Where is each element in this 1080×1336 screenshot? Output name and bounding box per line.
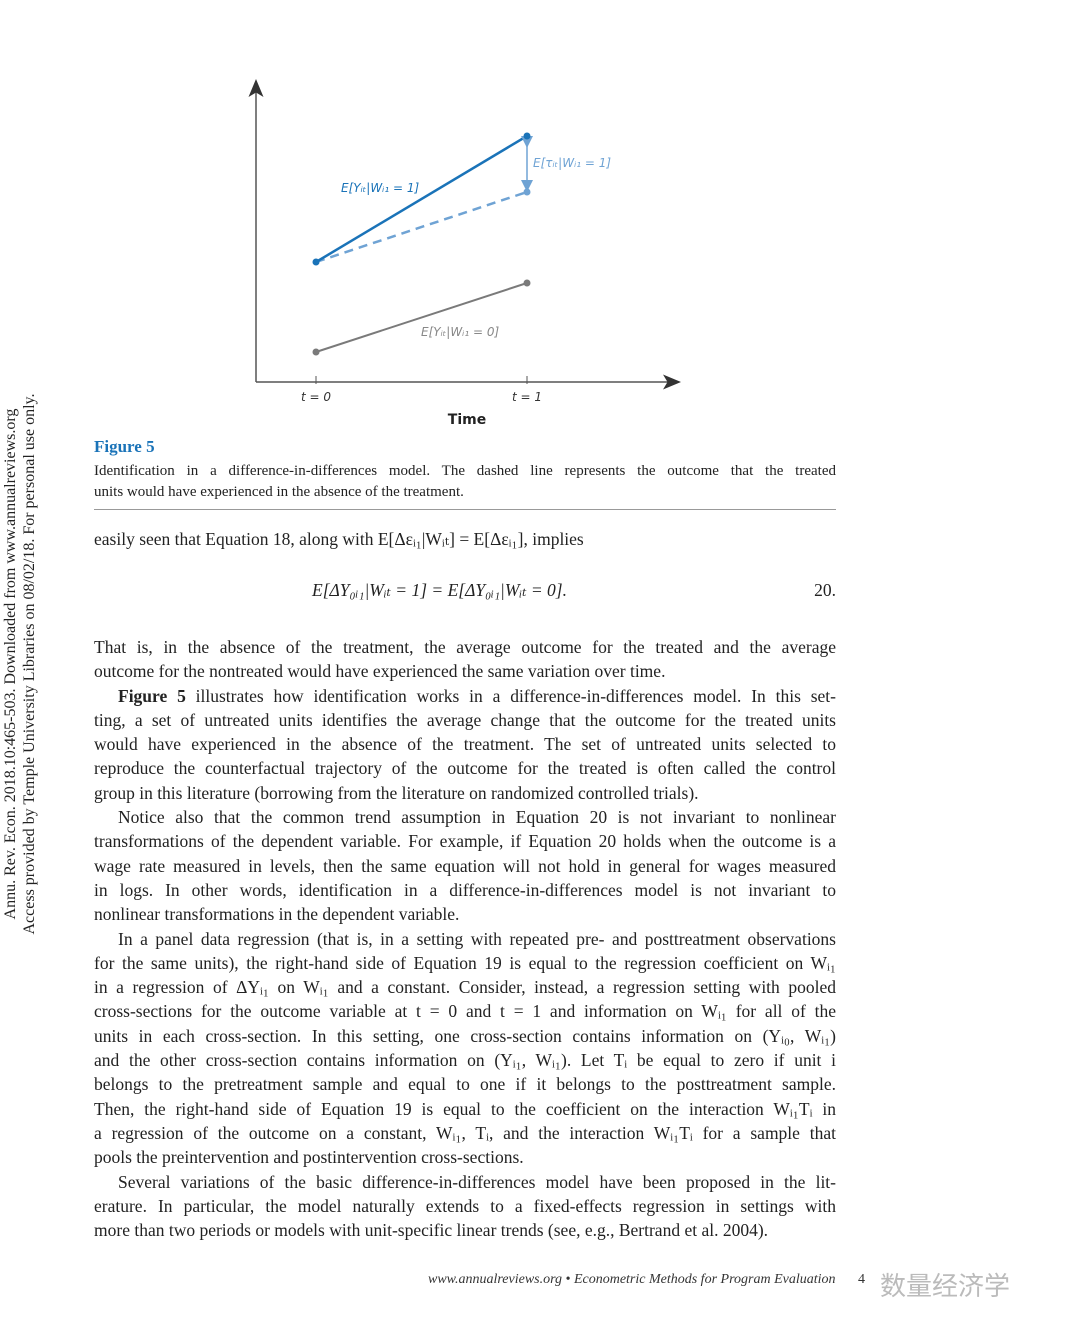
equation-formula: E[ΔY₀ᵢ₁|Wᵢₜ = 1] = E[ΔY₀ᵢ₁|Wᵢₜ = 0]. xyxy=(312,580,567,600)
text-line: and the other cross-section contains inf… xyxy=(94,1050,836,1071)
paragraph: In a panel data regression (that is, in … xyxy=(94,927,836,1170)
treated-line xyxy=(315,134,528,264)
text-line: for the same units), the right-hand side… xyxy=(94,952,836,973)
caption-line: units would have experienced in the abse… xyxy=(94,484,464,500)
text-line: In a panel data regression (that is, in … xyxy=(118,928,836,949)
text-line: a regression of the outcome on a constan… xyxy=(94,1122,836,1143)
download-notice-line2: Access provided by Temple University Lib… xyxy=(21,393,38,935)
text-line: outcome for the nontreated would have ex… xyxy=(94,661,666,682)
text-line: That is, in the absence of the treatment… xyxy=(94,637,836,657)
paragraph: Figure 5 illustrates how identification … xyxy=(94,684,836,805)
paragraph: Notice also that the common trend assump… xyxy=(94,805,836,926)
control-label: E[Yᵢₜ|Wᵢ₁ = 0] xyxy=(421,325,499,339)
text-line: Figure 5 illustrates how identification … xyxy=(94,684,836,708)
intro-line: easily seen that Equation 18, along with… xyxy=(94,527,836,551)
figure-reference[interactable]: Figure 5 xyxy=(118,685,186,706)
text-line: group in this literature (borrowing from… xyxy=(94,782,699,803)
body-text: That is, in the absence of the treatment… xyxy=(94,635,836,1242)
tick-label-t0: t = 0 xyxy=(301,390,331,404)
text-span: illustrates how identification works in … xyxy=(185,685,836,706)
counterfactual-point-t1 xyxy=(523,188,531,196)
tick-label-t1: t = 1 xyxy=(512,390,542,404)
text-line: reproduce the counterfactual trajectory … xyxy=(94,758,836,779)
text-line: easily seen that Equation 18, along with… xyxy=(94,529,584,549)
text-line: belongs to the pretreatment sample and e… xyxy=(94,1074,836,1095)
effect-label: E[τᵢₜ|Wᵢ₁ = 1] xyxy=(533,156,611,170)
x-axis-label: Time xyxy=(448,412,486,428)
text-line: ting, a set of untreated units identifie… xyxy=(94,709,836,730)
text-line: in logs. In other words, identification … xyxy=(94,879,836,900)
text-line: pools the preintervention and postinterv… xyxy=(94,1147,524,1168)
caption-line: Identification in a difference-in-differ… xyxy=(94,463,836,479)
text-line: cross-sections for the outcome variable … xyxy=(94,1001,836,1022)
treated-point-t1 xyxy=(523,132,531,140)
text-line: units in each cross-section. In this set… xyxy=(94,1025,836,1046)
figure-label: Figure 5 xyxy=(94,437,155,456)
paragraph: That is, in the absence of the treatment… xyxy=(94,635,836,684)
page-number: 4 xyxy=(858,1272,865,1287)
control-point-t0 xyxy=(312,348,320,356)
did-figure: t = 0 t = 1 Time E[Yᵢₜ|Wᵢ₁ = 1] E[τᵢₜ|Wᵢ… xyxy=(248,79,681,428)
text-line: more than two periods or models with uni… xyxy=(94,1220,769,1241)
figure-caption: Identification in a difference-in-differ… xyxy=(94,461,836,510)
text-line: in a regression of ΔYᵢ₁ on Wᵢ₁ and a con… xyxy=(94,977,836,998)
control-line xyxy=(315,282,528,353)
text-line: Then, the right-hand side of Equation 19… xyxy=(94,1098,836,1119)
download-notice: Annu. Rev. Econ. 2018.10:465-503. Downlo… xyxy=(1,384,39,944)
paragraph: Several variations of the basic differen… xyxy=(94,1170,836,1243)
equation-number: 20. xyxy=(814,580,836,600)
watermark: 数量经济学 xyxy=(880,1272,1011,1302)
text-line: erature. In particular, the model natura… xyxy=(94,1195,836,1216)
treated-label: E[Yᵢₜ|Wᵢ₁ = 1] xyxy=(341,181,419,195)
counterfactual-line xyxy=(315,190,528,264)
control-point-t1 xyxy=(523,279,531,287)
text-line: nonlinear transformations in the depende… xyxy=(94,904,460,925)
text-line: transformations of the dependent variabl… xyxy=(94,831,836,852)
treated-point-t0 xyxy=(312,258,320,266)
text-line: would have experienced in the absence of… xyxy=(94,734,836,755)
text-line: wage rate measured in levels, then the s… xyxy=(94,855,836,876)
text-line: Several variations of the basic differen… xyxy=(118,1171,836,1192)
running-footer: www.annualreviews.org • Econometric Meth… xyxy=(428,1272,836,1287)
text-line: Notice also that the common trend assump… xyxy=(118,807,836,828)
download-notice-line1: Annu. Rev. Econ. 2018.10:465-503. Downlo… xyxy=(2,408,19,920)
